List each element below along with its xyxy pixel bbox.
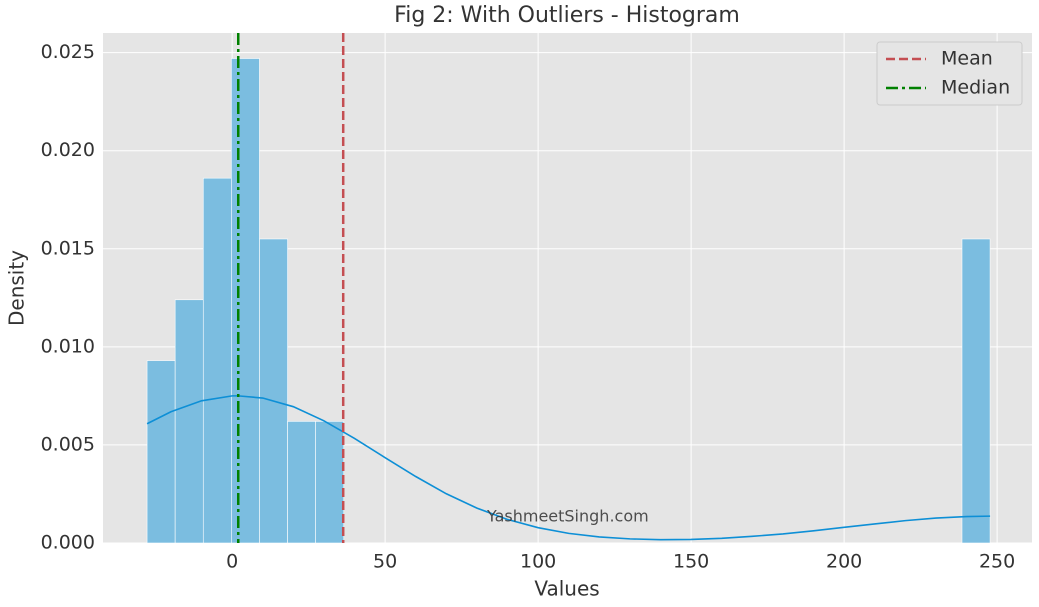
histogram-bar xyxy=(231,58,260,544)
y-tick-label: 0.005 xyxy=(41,433,95,455)
x-tick-label: 0 xyxy=(226,551,238,573)
y-tick-label: 0.015 xyxy=(41,237,95,259)
histogram-bar xyxy=(961,238,991,544)
kde-line xyxy=(146,395,991,541)
y-axis-label: Density xyxy=(5,250,29,326)
x-tick-label: 100 xyxy=(520,551,556,573)
x-tick-label: 250 xyxy=(979,551,1015,573)
x-tick-label: 150 xyxy=(673,551,709,573)
x-axis-label: Values xyxy=(534,577,599,601)
y-tick-label: 0.020 xyxy=(41,139,95,161)
chart-title: Fig 2: With Outliers - Histogram xyxy=(394,3,740,28)
x-tick-label: 50 xyxy=(373,551,397,573)
legend-label: Mean xyxy=(941,48,993,70)
x-tick-label: 200 xyxy=(826,551,862,573)
histogram-bar xyxy=(259,238,288,544)
histogram-bar xyxy=(202,177,232,544)
legend-label: Median xyxy=(941,77,1010,99)
histogram-bar xyxy=(315,421,345,544)
y-tick-label: 0.010 xyxy=(41,335,95,357)
y-tick-label: 0.000 xyxy=(41,532,95,554)
histogram-bar xyxy=(174,299,204,544)
histogram-bar xyxy=(287,421,316,544)
y-tick-label: 0.025 xyxy=(41,41,95,63)
histogram-bar xyxy=(146,360,176,544)
watermark: YashmeetSingh.com xyxy=(486,507,649,526)
